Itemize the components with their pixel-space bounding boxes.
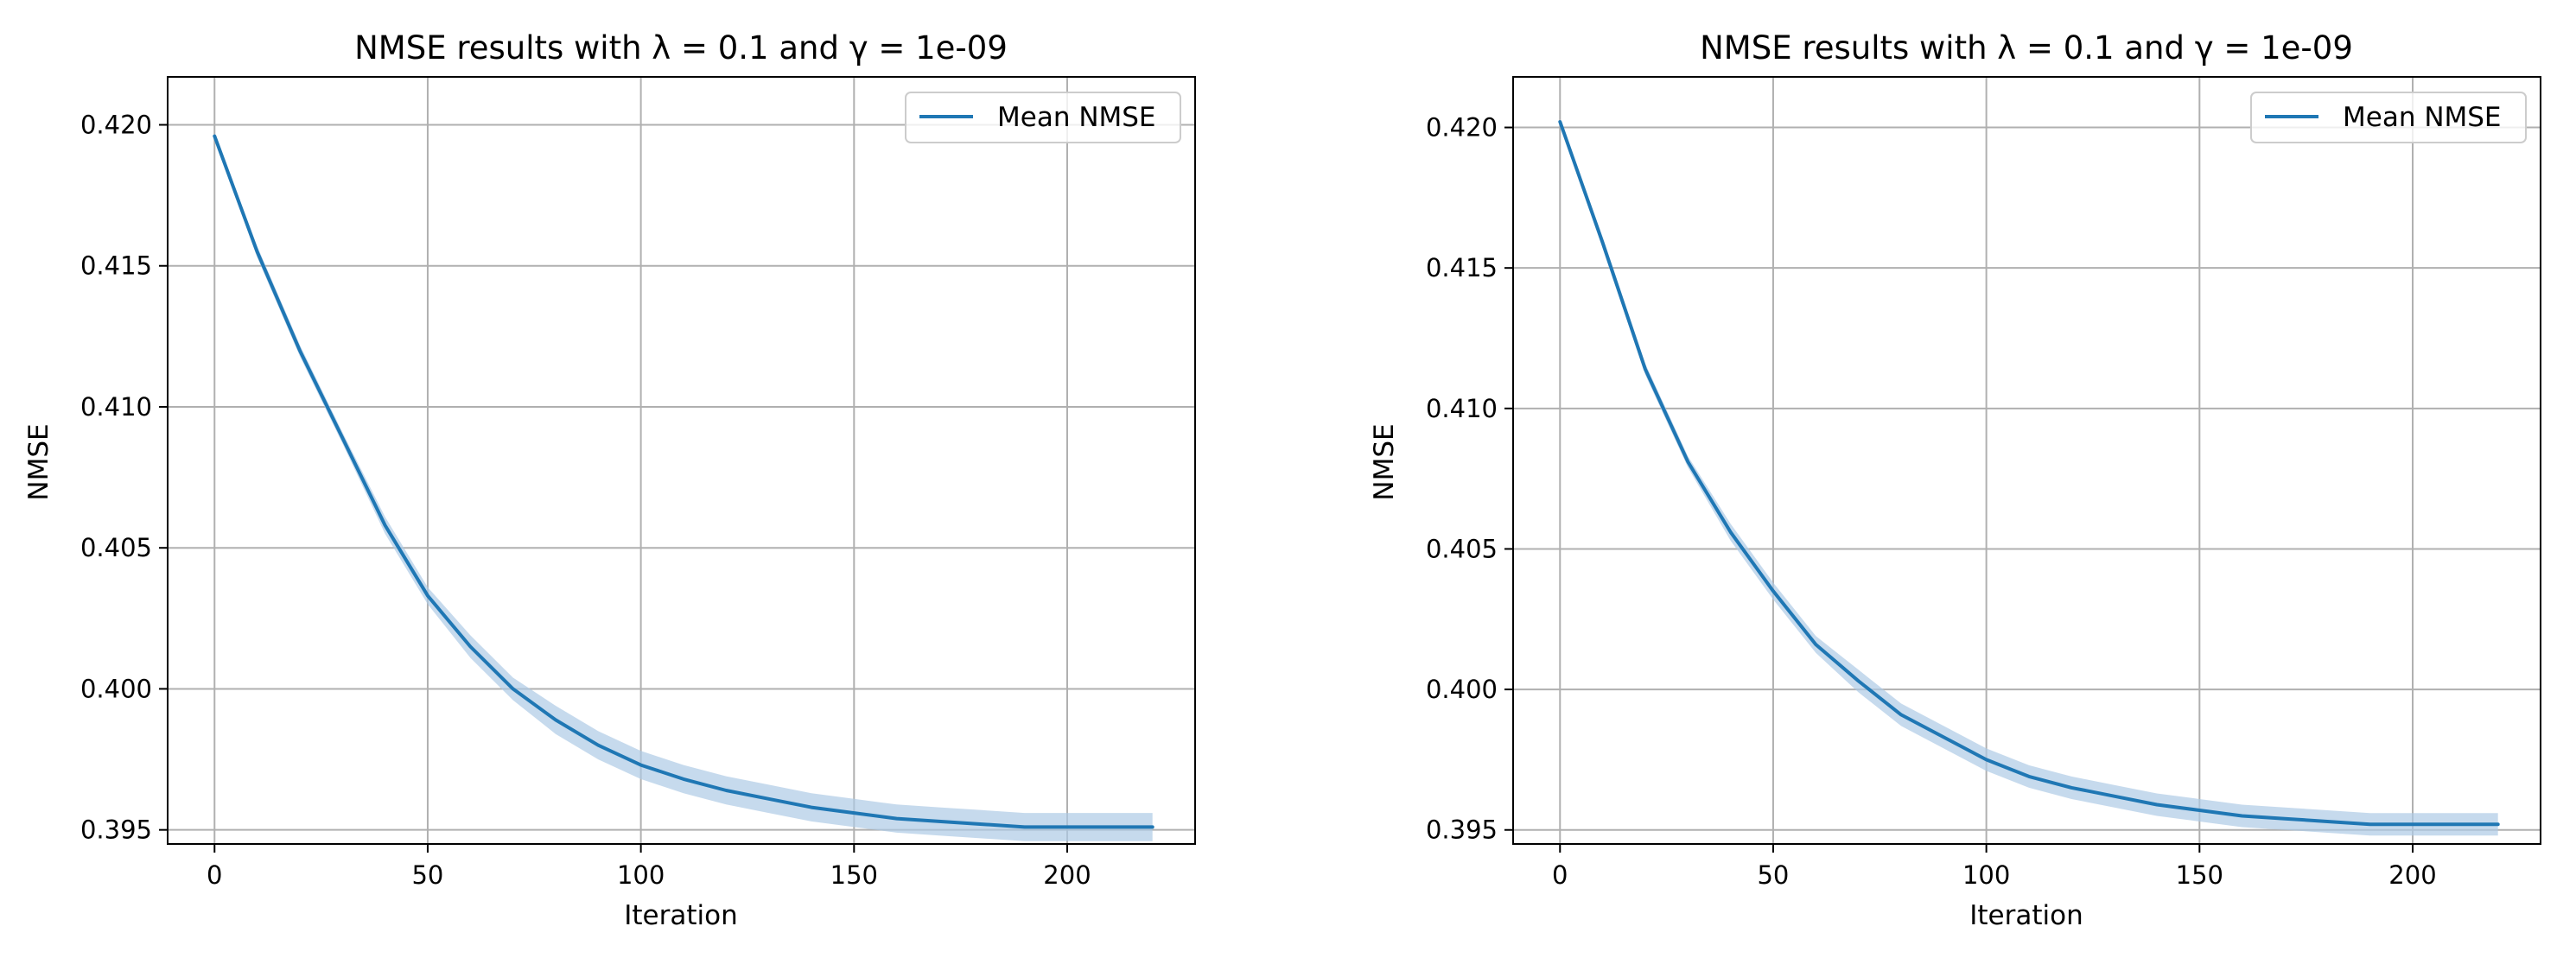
plot-frame-right xyxy=(1512,76,2541,845)
y-tick-label: 0.400 xyxy=(80,674,152,703)
series-line-right xyxy=(1558,120,2500,827)
plot-area-left xyxy=(168,77,1195,844)
y-tick-label: 0.405 xyxy=(80,533,152,562)
chart-right: 0 50 100 150 200 0.395 0.400 0.405 0.410 0.415 0.4… xyxy=(1369,29,2541,931)
y-tick-label: 0.415 xyxy=(1426,253,1498,282)
series-line-left xyxy=(213,134,1154,829)
y-tick-label: 0.395 xyxy=(80,815,152,845)
x-tick-label: 100 xyxy=(617,860,665,890)
legend-label-right: Mean NMSE xyxy=(2343,102,2502,133)
x-tick-label: 200 xyxy=(2388,860,2436,890)
ticks-left: 0 50 100 150 200 0.395 0.400 0.405 0.410 0.415 0.4… xyxy=(80,111,1091,891)
legend-right: Mean NMSE xyxy=(2250,92,2527,143)
legend-label-left: Mean NMSE xyxy=(997,102,1156,133)
x-tick-label: 0 xyxy=(1552,860,1568,890)
y-tick-label: 0.410 xyxy=(1426,394,1498,423)
grid-right xyxy=(1513,77,2541,844)
y-tick-label: 0.395 xyxy=(1426,815,1498,845)
ticks-right: 0 50 100 150 200 0.395 0.400 0.405 0.410 0.415 0.4… xyxy=(1426,113,2437,890)
x-tick-label: 50 xyxy=(411,860,443,890)
y-tick-label: 0.420 xyxy=(1426,113,1498,143)
chart-title-left: NMSE results with λ = 0.1 and γ = 1e-09 xyxy=(354,29,1008,67)
x-tick-label: 0 xyxy=(207,860,222,890)
x-axis-label-left: Iteration xyxy=(624,900,738,931)
y-tick-label: 0.400 xyxy=(1426,675,1498,704)
legend-left: Mean NMSE xyxy=(905,92,1181,143)
chart-left: 0 50 100 150 200 0.395 0.400 0.405 0.410 0.415 0.4… xyxy=(23,29,1196,931)
x-axis-label-right: Iteration xyxy=(1969,900,2083,931)
plot-frame-left xyxy=(167,76,1196,845)
y-axis-label-left: NMSE xyxy=(23,423,54,500)
x-tick-label: 150 xyxy=(830,860,878,890)
legend-box-right xyxy=(2250,92,2527,143)
y-axis-label-right: NMSE xyxy=(1369,423,1400,500)
x-tick-label: 150 xyxy=(2176,860,2223,890)
y-tick-label: 0.420 xyxy=(80,111,152,140)
y-tick-label: 0.410 xyxy=(80,392,152,422)
chart-title-right: NMSE results with λ = 0.1 and γ = 1e-09 xyxy=(1700,29,2353,67)
y-tick-label: 0.405 xyxy=(1426,534,1498,563)
y-tick-label: 0.415 xyxy=(80,251,152,281)
x-tick-label: 200 xyxy=(1043,860,1091,890)
plot-area-right xyxy=(1513,77,2541,844)
x-tick-label: 50 xyxy=(1757,860,1789,890)
x-tick-label: 100 xyxy=(1962,860,2010,890)
legend-box-left xyxy=(905,92,1181,143)
